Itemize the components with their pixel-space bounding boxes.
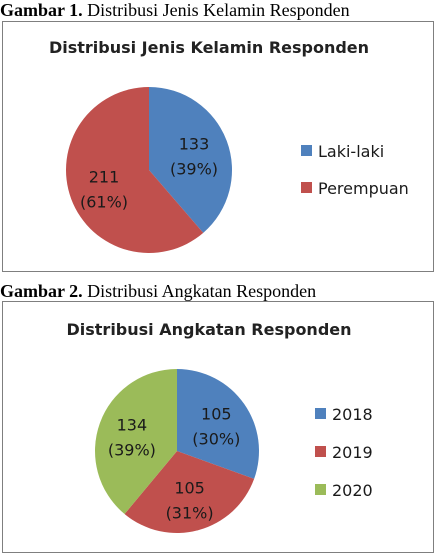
legend-swatch [315,484,326,495]
legend-label: 2019 [332,443,373,462]
caption-text: Distribusi Jenis Kelamin Responden [82,0,350,20]
pie-slice-2019 [124,451,255,533]
slice-value-label: 133 [179,134,210,153]
caption-text: Distribusi Angkatan Responden [82,281,317,301]
figure-caption-1: Gambar 1. Distribusi Jenis Kelamin Respo… [0,1,350,19]
chart-frame-gender: Distribusi Jenis Kelamin Responden 133 (39… [2,21,434,272]
slice-value-label: 105 [201,404,232,423]
legend-swatch [301,182,312,193]
legend-swatch [315,446,326,457]
slice-percent-label: (39%) [170,159,218,178]
slice-percent-label: (39%) [108,441,156,460]
figure-caption-2: Gambar 2. Distribusi Angkatan Responden [0,282,316,300]
pie-chart-cohort: Distribusi Angkatan Responden 105 (30%) 105… [66,320,373,533]
slice-value-label: 105 [174,478,205,497]
pie-slice-laki-laki [149,87,233,233]
legend-label: 2020 [332,481,373,500]
pie-slice-2018 [177,369,259,479]
caption-label: Gambar 2. [0,281,83,301]
legend-swatch [315,408,326,419]
legend-swatch [301,145,312,156]
caption-label: Gambar 1. [0,0,83,20]
slice-percent-label: (61%) [80,193,128,212]
chart-title: Distribusi Jenis Kelamin Responden [49,38,369,57]
slice-value-label: 134 [117,416,148,435]
slice-percent-label: (30%) [192,429,240,448]
chart-frame-cohort: Distribusi Angkatan Responden 105 (30%) 105… [2,301,434,553]
slice-value-label: 211 [89,168,120,187]
chart-title: Distribusi Angkatan Responden [66,320,351,339]
slice-percent-label: (31%) [166,503,214,522]
pie-chart-gender: Distribusi Jenis Kelamin Responden 133 (39… [49,38,409,253]
legend-label: Laki-laki [318,142,384,161]
pie-slice-2020 [95,369,177,515]
pie-slice-perempuan [66,87,204,253]
legend-label: Perempuan [318,179,409,198]
legend-label: 2018 [332,405,373,424]
